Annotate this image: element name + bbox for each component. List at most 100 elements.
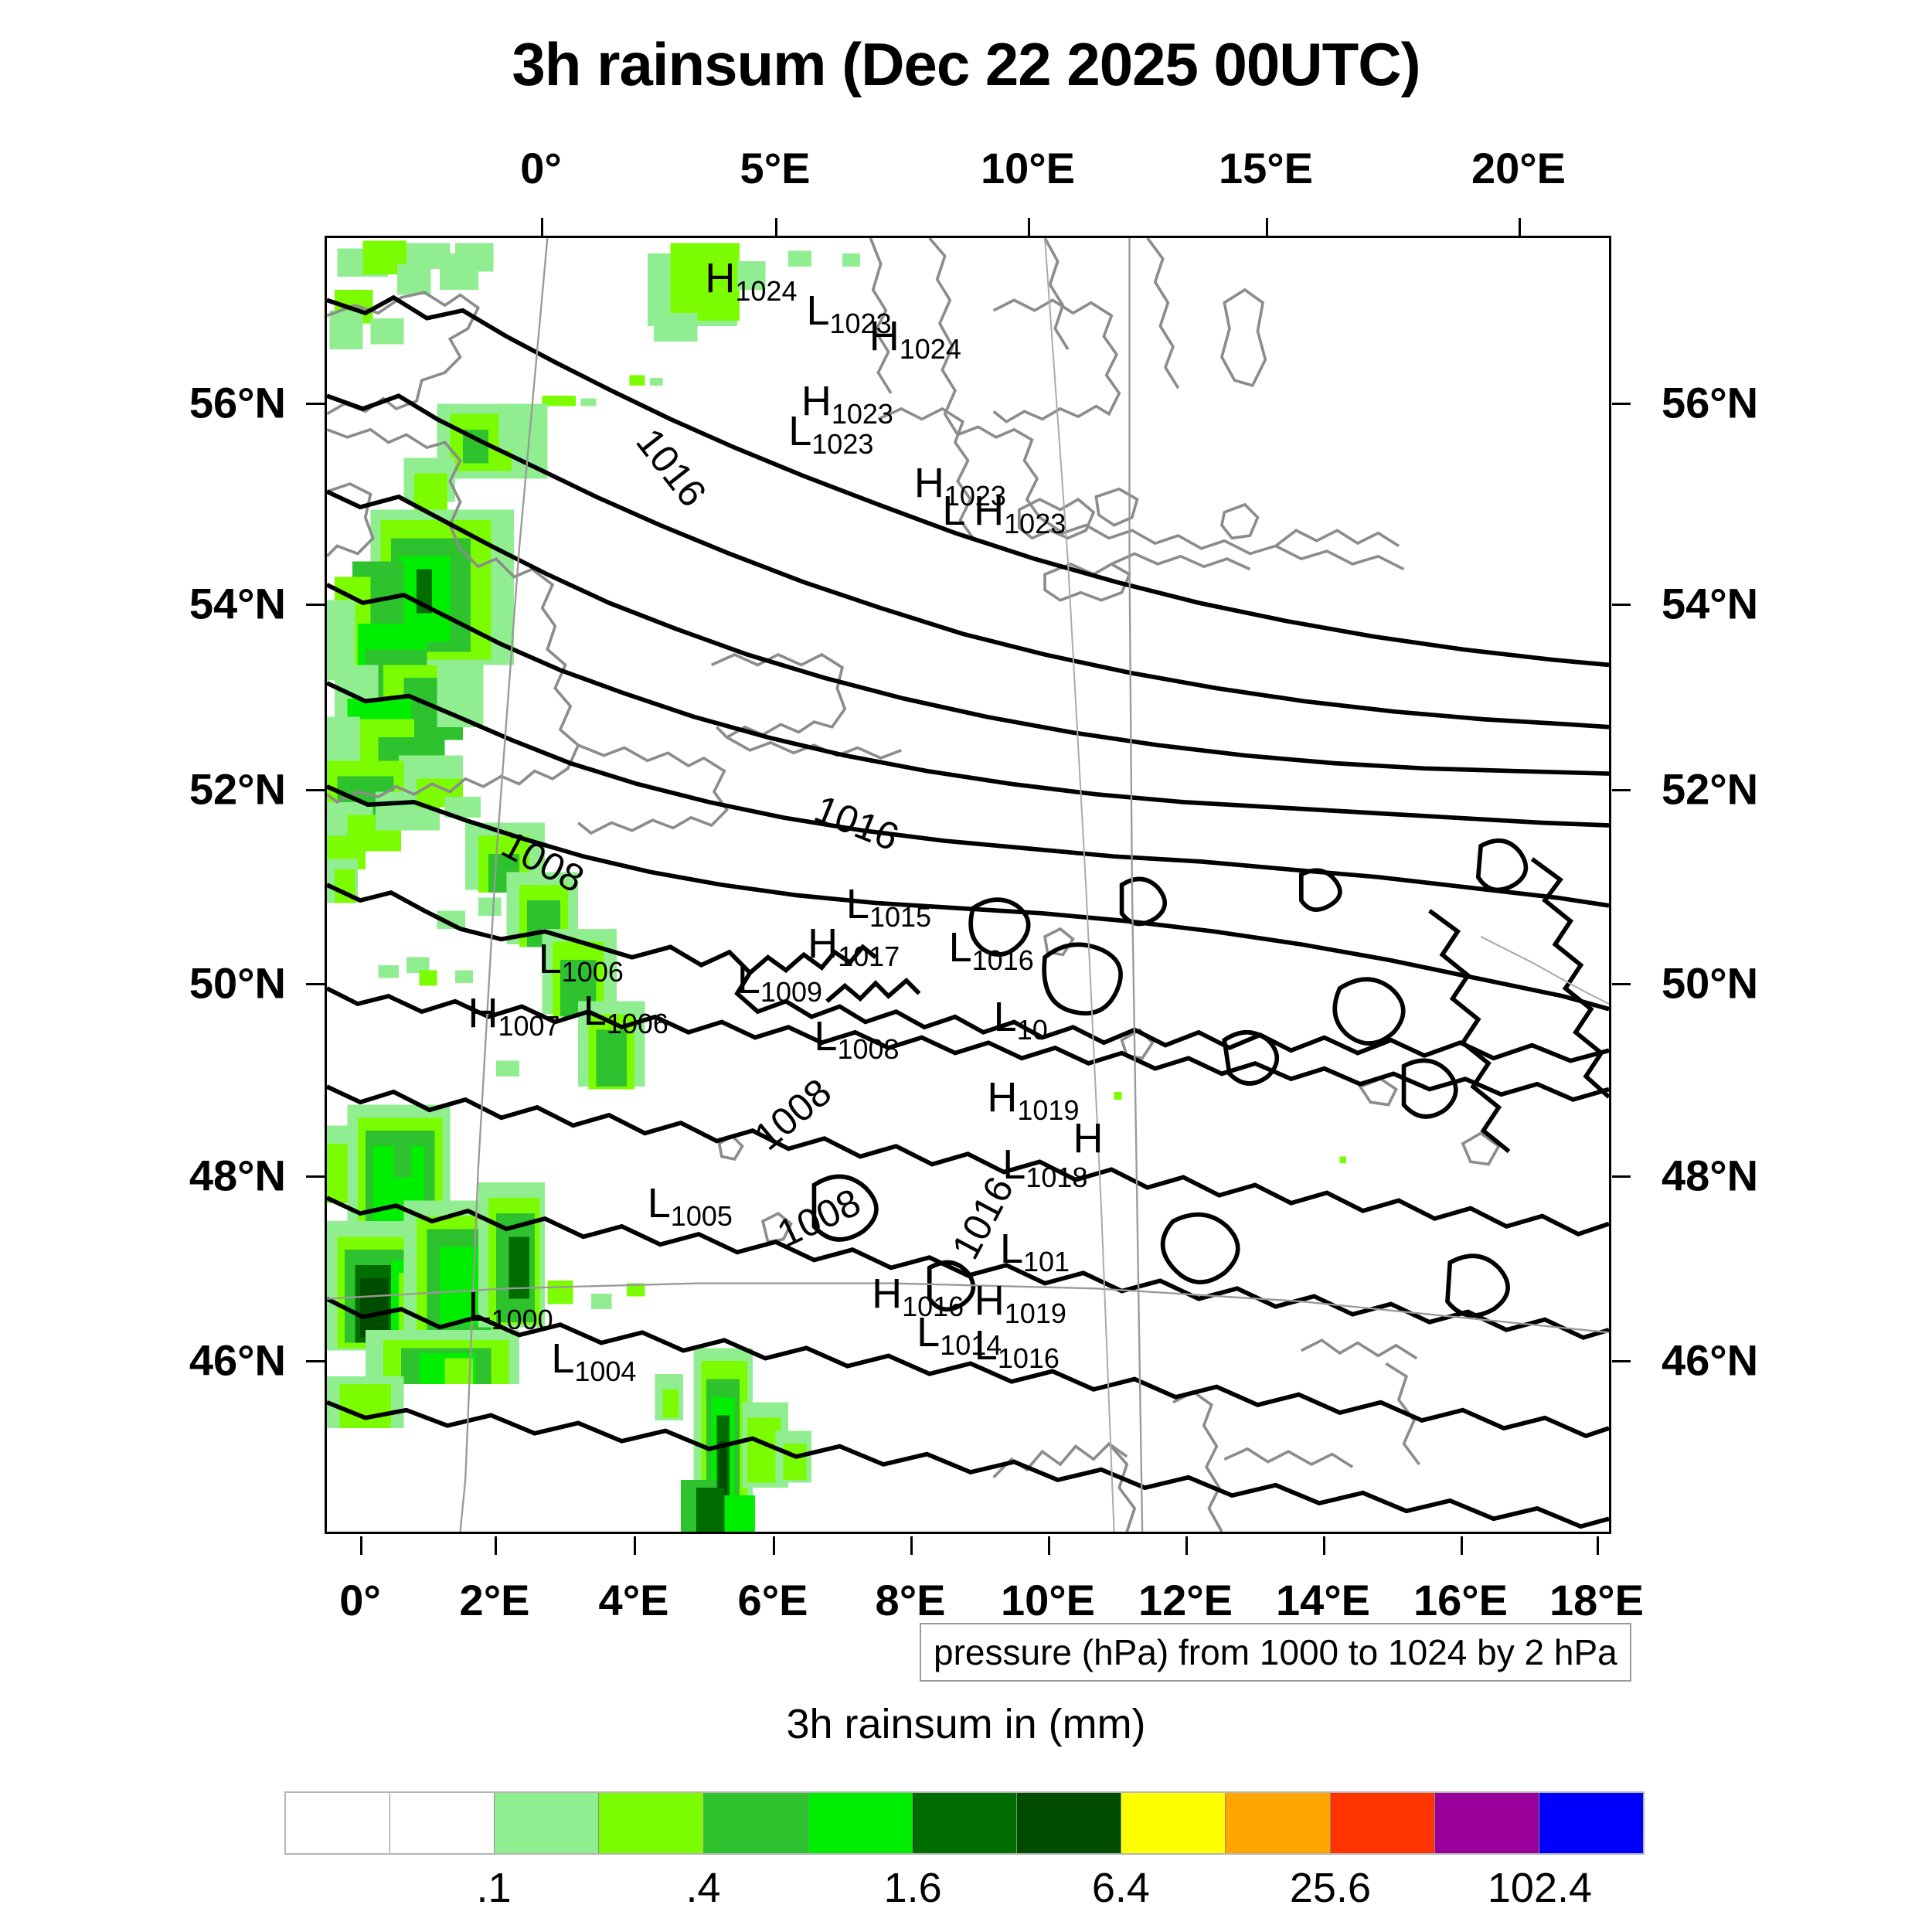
- pressure-marker: L10: [993, 993, 1048, 1046]
- tick-right: [1612, 1360, 1631, 1362]
- lon-label-bottom: 0°: [339, 1576, 381, 1624]
- pressure-marker: L1000: [468, 1283, 553, 1335]
- colorbar-cell-9[interactable]: [1226, 1793, 1331, 1853]
- pressure-marker: L1015: [845, 881, 932, 934]
- map-canvas: [327, 238, 1609, 1532]
- colorbar-cell-12[interactable]: [1539, 1793, 1644, 1853]
- lon-label-bottom: 8°E: [875, 1576, 946, 1624]
- tick-left: [306, 983, 325, 985]
- colorbar-cell-11[interactable]: [1434, 1793, 1539, 1853]
- pressure-marker: H1023: [913, 459, 1006, 512]
- lon-label-top: 20°E: [1471, 144, 1566, 192]
- pressure-marker: H1024: [705, 255, 798, 308]
- tick-top: [1519, 218, 1521, 236]
- tick-left: [306, 789, 325, 791]
- graticule: [327, 238, 1609, 1532]
- pressure-marker: L1016: [974, 1322, 1060, 1375]
- colorbar-title: 3h rainsum in (mm): [786, 1701, 1146, 1747]
- tick-top: [775, 218, 777, 236]
- pressure-marker: L1009: [736, 956, 823, 1009]
- lat-label-right: 52°N: [1662, 764, 1759, 814]
- tick-right: [1612, 1175, 1631, 1178]
- tick-right: [1612, 789, 1631, 791]
- tick-bottom: [1185, 1536, 1188, 1555]
- pressure-marker: L1014: [917, 1309, 1002, 1362]
- coastlines: [327, 238, 1501, 1532]
- tick-bottom: [910, 1536, 913, 1555]
- pressure-marker: H1019: [974, 1277, 1066, 1329]
- pressure-marker: H: [1073, 1115, 1104, 1162]
- pressure-marker: L H1023: [942, 488, 1066, 540]
- tick-right: [1612, 604, 1631, 606]
- tick-top: [541, 218, 543, 236]
- pressure-marker: L1005: [647, 1180, 733, 1233]
- lon-label-top: 10°E: [980, 144, 1076, 192]
- tick-bottom: [1461, 1536, 1463, 1555]
- colorbar-cell-5[interactable]: [808, 1793, 913, 1853]
- tick-left: [306, 1360, 325, 1362]
- pressure-marker: L1023: [788, 407, 874, 460]
- lat-label-right: 56°N: [1662, 378, 1759, 427]
- graticule-secondary: [1044, 238, 1609, 1532]
- tick-bottom: [1597, 1536, 1599, 1555]
- map-plot-area[interactable]: H1024 L1023 H1024 H1023 L1023 H1023 L H1…: [325, 236, 1611, 1534]
- colorbar-cell-6[interactable]: [912, 1793, 1018, 1853]
- tick-right: [1612, 403, 1631, 405]
- colorbar-cell-0[interactable]: [286, 1793, 391, 1853]
- lat-label-left: 46°N: [189, 1335, 286, 1385]
- tick-top: [1266, 218, 1268, 236]
- tick-left: [306, 1175, 325, 1178]
- colorbar-labels: .1 .4 1.6 6.4 25.6 102.4: [284, 1864, 1645, 1918]
- pressure-marker: H1023: [801, 378, 893, 430]
- tick-top: [1028, 218, 1030, 236]
- colorbar-cell-4[interactable]: [703, 1793, 808, 1853]
- colorbar-tick-label: .4: [685, 1865, 721, 1911]
- colorbar-tick-label: 6.4: [1091, 1865, 1150, 1911]
- colorbar-cell-7[interactable]: [1017, 1793, 1122, 1853]
- tick-bottom: [1048, 1536, 1050, 1555]
- tick-bottom: [634, 1536, 636, 1555]
- lat-label-right: 50°N: [1662, 958, 1759, 1008]
- pressure-marker: L1023: [806, 287, 892, 339]
- pressure-marker: L101: [999, 1225, 1070, 1277]
- tick-bottom: [773, 1536, 775, 1555]
- colorbar-cell-8[interactable]: [1121, 1793, 1226, 1853]
- colorbar-cell-2[interactable]: [495, 1793, 600, 1853]
- lon-label-bottom: 4°E: [598, 1576, 669, 1624]
- lat-label-right: 54°N: [1662, 579, 1759, 628]
- colorbar-tick-label: 102.4: [1487, 1865, 1593, 1911]
- colorbar-cell-3[interactable]: [599, 1793, 704, 1853]
- colorbar-tick-label: .1: [476, 1865, 512, 1911]
- pressure-marker: L1006: [538, 935, 624, 988]
- tick-bottom: [360, 1536, 362, 1555]
- pressure-marker: H1017: [808, 920, 900, 972]
- lon-label-bottom: 12°E: [1138, 1576, 1233, 1624]
- pressure-marker: H1024: [869, 313, 961, 366]
- colorbar-tick-label: 25.6: [1289, 1865, 1371, 1911]
- lon-label-bottom: 18°E: [1549, 1576, 1645, 1624]
- lon-label-bottom: 16°E: [1413, 1576, 1509, 1624]
- lon-label-bottom: 10°E: [1000, 1576, 1096, 1624]
- colorbar[interactable]: [284, 1791, 1645, 1855]
- colorbar-cell-1[interactable]: [390, 1793, 495, 1853]
- pressure-marker: L1008: [814, 1013, 900, 1066]
- pressure-marker: L1018: [1002, 1141, 1088, 1193]
- pressure-marker: L1016: [948, 923, 1034, 976]
- pressure-marker: H1007: [468, 989, 560, 1042]
- lat-label-left: 52°N: [189, 764, 286, 814]
- lat-label-left: 54°N: [189, 579, 286, 628]
- pressure-marker: H1016: [872, 1270, 964, 1323]
- page-title: 3h rainsum (Dec 22 2025 00UTC): [512, 30, 1420, 98]
- lon-label-top: 0°: [520, 144, 562, 192]
- tick-left: [306, 604, 325, 606]
- lat-label-right: 46°N: [1662, 1335, 1759, 1385]
- lon-label-top: 5°E: [740, 144, 811, 192]
- pressure-marker: H1019: [987, 1073, 1080, 1126]
- lat-label-left: 48°N: [189, 1151, 286, 1200]
- colorbar-cell-10[interactable]: [1330, 1793, 1435, 1853]
- lat-label-left: 56°N: [189, 378, 286, 427]
- colorbar-tick-label: 1.6: [883, 1865, 942, 1911]
- tick-right: [1612, 983, 1631, 985]
- isobars: [327, 294, 1609, 1529]
- lon-label-bottom: 2°E: [459, 1576, 530, 1624]
